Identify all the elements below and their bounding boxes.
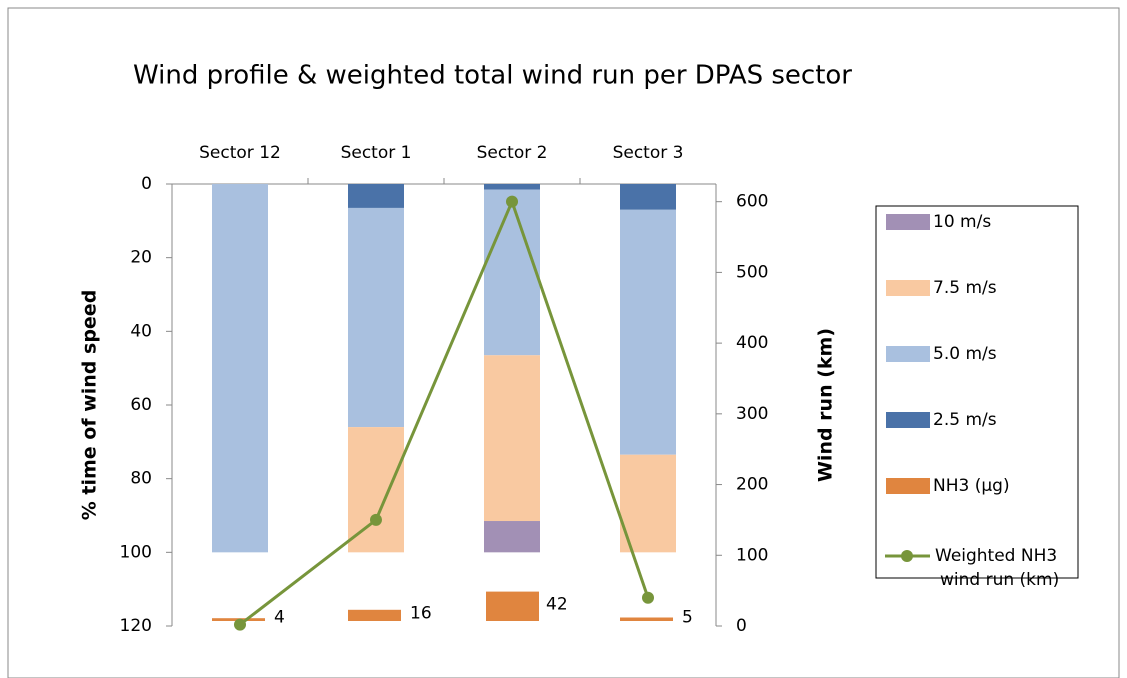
y-tick-label: 60 (130, 395, 152, 415)
legend-swatch (901, 550, 913, 562)
y2-tick-label: 600 (736, 192, 768, 212)
y2-tick-label: 100 (736, 545, 768, 565)
y-tick-label: 20 (130, 248, 152, 268)
bar-segment (212, 184, 268, 553)
y2-tick-label: 300 (736, 404, 768, 424)
legend-label: Weighted NH3 wind run (km) (935, 546, 1059, 590)
legend-label: 7.5 m/s (933, 278, 997, 298)
bar-segment (484, 189, 540, 356)
line-point (234, 618, 246, 631)
line-point (642, 591, 654, 604)
y-tick-label: 80 (130, 469, 152, 489)
y-tick-label: 40 (130, 321, 152, 341)
legend-label: NH3 (µg) (933, 476, 1010, 496)
line (239, 197, 650, 626)
value-label: 4 (274, 608, 285, 628)
y2-tick-label: 200 (736, 475, 768, 495)
x-tick-label: Sector 2 (477, 143, 548, 163)
legend-swatch (886, 478, 930, 494)
x-tick-label: Sector 1 (341, 143, 412, 163)
legend-swatch (886, 346, 930, 362)
bar-segment (620, 184, 676, 210)
value-label: 5 (682, 607, 693, 627)
y-axis-title: % time of wind speed (79, 290, 101, 521)
legend-label: 10 m/s (933, 212, 991, 232)
bar-segment (348, 427, 404, 553)
bar-segment (484, 355, 540, 522)
x-tick-label: Sector 12 (199, 143, 281, 163)
legend-swatch (886, 214, 930, 230)
bar-segment (620, 209, 676, 455)
nh3-bar (620, 617, 673, 621)
y-tick-label: 120 (120, 616, 152, 636)
y-tick-label: 100 (120, 542, 152, 562)
legend-swatch (886, 412, 930, 428)
nh3-bar (348, 609, 401, 621)
line-point (370, 513, 382, 526)
bar-segment (484, 521, 540, 553)
chart-title: Wind profile & weighted total wind run p… (133, 61, 852, 91)
value-label: 16 (410, 603, 432, 623)
legend-label: 5.0 m/s (933, 344, 997, 364)
y-tick-label: 0 (141, 174, 152, 194)
x-tick-label: Sector 3 (613, 143, 684, 163)
bar-segment (348, 184, 404, 208)
legend-swatch (886, 280, 930, 296)
nh3-bar (486, 591, 539, 621)
bar-segment (620, 454, 676, 553)
value-label: 42 (546, 594, 568, 614)
y2-tick-label: 0 (736, 616, 747, 636)
legend (875, 205, 1079, 579)
bar-segment (484, 184, 540, 190)
line-point (506, 195, 518, 208)
y2-tick-label: 400 (736, 333, 768, 353)
y2-axis-title: Wind run (km) (815, 328, 837, 482)
bar-segment (348, 207, 404, 428)
y2-tick-label: 500 (736, 262, 768, 282)
legend-label: 2.5 m/s (933, 410, 997, 430)
